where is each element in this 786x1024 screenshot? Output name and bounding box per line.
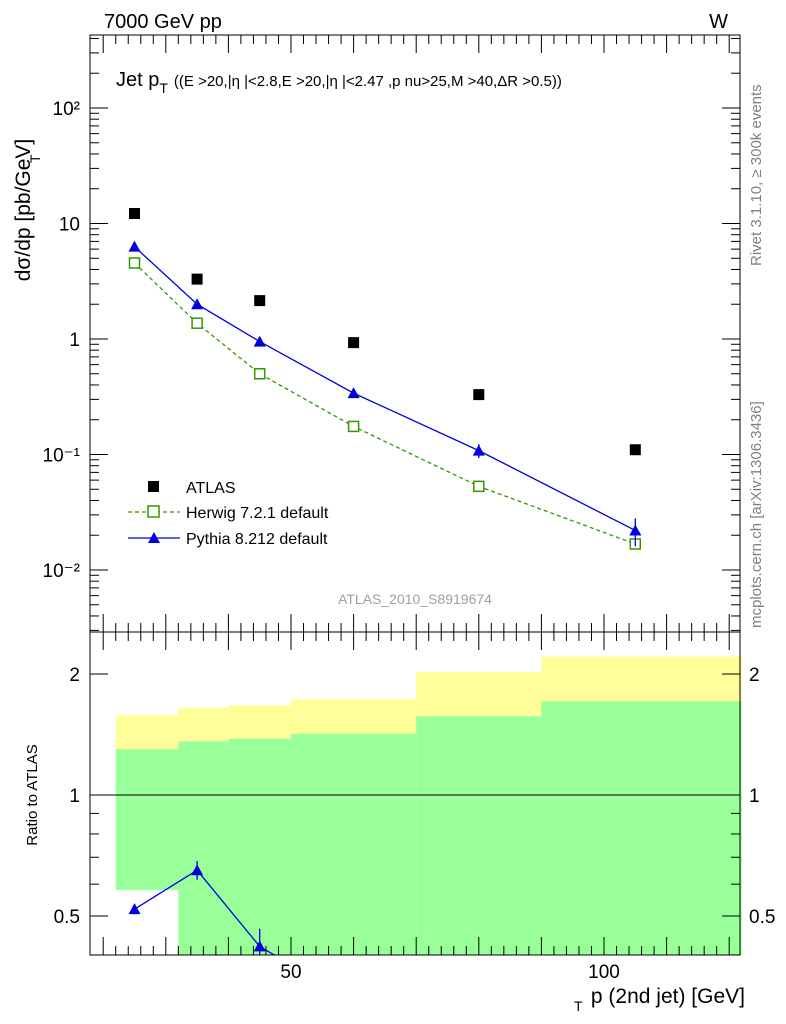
data-point [128,257,141,269]
uncertainty-band-green [291,733,417,955]
data-point [253,335,266,347]
ratio-data-point [128,903,141,915]
data-point [191,273,203,285]
main-ylabel: dσ/dp [pb/GeV] [12,139,35,282]
data-point [473,389,485,401]
series-line [134,262,636,545]
ratio-xlabel: p (2nd jet) [GeV] [591,985,745,1008]
ratio-data-point [192,968,202,978]
data-point [191,298,204,310]
ratio-data-point [191,864,204,876]
header-left: 7000 GeV pp [104,11,222,33]
data-point [347,420,360,433]
plot-title: Jet pT ((E >20,|η |<2.8,E >20,|η |<2.47 ,… [116,69,562,96]
legend-marker-pythia [148,532,160,543]
y-tick-label: 10² [53,99,80,120]
data-point [254,295,266,307]
data-point [128,240,141,252]
ratio-panel: 0.5 0.5 1 1 2 2 50 100 Ratio to ATLAS p (2nd je… [24,631,775,1014]
ratio-y-tick-label: 2 [749,665,760,686]
legend-marker-atlas [148,481,159,492]
legend-label-herwig: Herwig 7.2.1 default [186,505,329,522]
y-tick-label: 10⁻² [43,561,81,582]
series-line [134,246,636,532]
rivet-label: Rivet 3.1.10, ≥ 300k events [748,84,765,266]
ratio-frame [89,631,741,956]
uncertainty-band-green [228,738,291,955]
main-panel: 10⁻² 10⁻¹ 1 10 10² Jet pT ((E >20,|η |<2.8,E … [12,34,741,633]
ratio-y-tick-label: 1 [69,786,80,807]
uncertainty-band-green [416,716,542,955]
ratio-y-tick-label: 0.5 [749,907,775,928]
legend-marker-herwig [147,505,160,518]
y-tick-label: 10⁻¹ [43,446,81,467]
data-point [129,208,140,220]
data-point [347,387,360,399]
data-point [348,337,360,349]
uncertainty-band-green [541,701,742,955]
legend-label-atlas: ATLAS [186,480,236,497]
ratio-y-tick-label: 1 [749,786,760,807]
data-point [473,480,485,493]
uncertainty-band-green [178,741,229,955]
main-ylabel-sub: T [27,154,43,163]
legend-label-pythia: Pythia 8.212 default [186,531,328,548]
y-tick-label: 10 [59,215,80,236]
ratio-y-tick-label: 2 [69,665,80,686]
mcplots-label: mcplots.cern.ch [arXiv:1306.3436] [748,401,765,628]
uncertainty-band-green [115,749,179,891]
x-tick-label: 50 [280,962,301,983]
legend: ATLAS Herwig 7.2.1 default Pythia 8.212 … [128,480,329,548]
ratio-xlabel-sub: T [574,998,583,1014]
data-point [191,317,203,329]
analysis-watermark: ATLAS_2010_S8919674 [338,591,492,607]
ratio-y-tick-label: 0.5 [54,907,80,928]
x-tick-label: 100 [588,962,620,983]
ratio-ylabel: Ratio to ATLAS [24,744,41,845]
header-right: W [709,11,728,33]
data-point [629,444,641,456]
ratio-data-point [253,940,266,952]
y-tick-label: 1 [69,330,80,351]
data-point [253,368,266,380]
ratio-series-line [134,869,276,955]
data-point [629,524,642,536]
data-point [472,444,485,456]
